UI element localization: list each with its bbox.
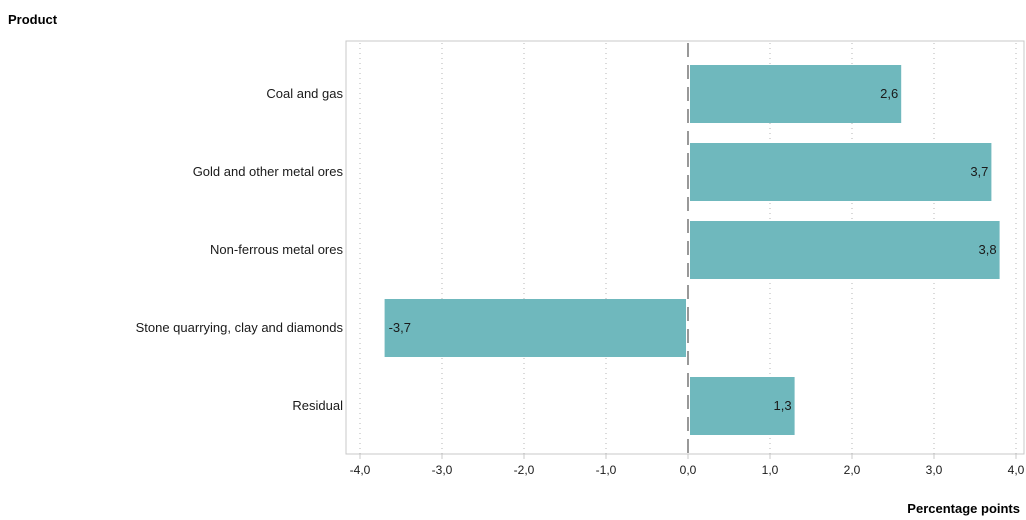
x-tick-label: 3,0 (926, 463, 943, 477)
y-axis-title: Product (8, 12, 58, 27)
bar (384, 299, 686, 357)
x-tick-label: 0,0 (680, 463, 697, 477)
data-label: -3,7 (389, 320, 411, 335)
data-label: 3,8 (979, 242, 997, 257)
data-label: 3,7 (970, 164, 988, 179)
category-label: Residual (292, 398, 343, 413)
x-tick-label: 2,0 (844, 463, 861, 477)
x-tick-label: 1,0 (762, 463, 779, 477)
category-label: Gold and other metal ores (193, 164, 344, 179)
x-tick-label: -3,0 (432, 463, 453, 477)
bar (690, 221, 1000, 279)
bar (690, 65, 902, 123)
data-label: 2,6 (880, 86, 898, 101)
category-label: Non-ferrous metal ores (210, 242, 343, 257)
x-axis-ticks: -4,0 -3,0 -2,0 -1,0 0,0 1,0 2,0 3,0 4,0 (350, 454, 1025, 477)
category-label: Coal and gas (266, 86, 343, 101)
category-label: Stone quarrying, clay and diamonds (136, 320, 344, 335)
bars (384, 65, 1000, 435)
data-label: 1,3 (774, 398, 792, 413)
x-tick-label: -2,0 (514, 463, 535, 477)
x-tick-label: -1,0 (596, 463, 617, 477)
plot-area (345, 40, 1025, 455)
bar (690, 143, 992, 201)
x-axis-title: Percentage points (907, 501, 1020, 516)
bar (690, 377, 795, 435)
x-tick-label: -4,0 (350, 463, 371, 477)
category-labels: Coal and gas Gold and other metal ores Non… (136, 86, 344, 413)
x-tick-label: 4,0 (1008, 463, 1025, 477)
data-labels: 2,6 3,7 3,8 -3,7 1,3 (389, 86, 997, 413)
